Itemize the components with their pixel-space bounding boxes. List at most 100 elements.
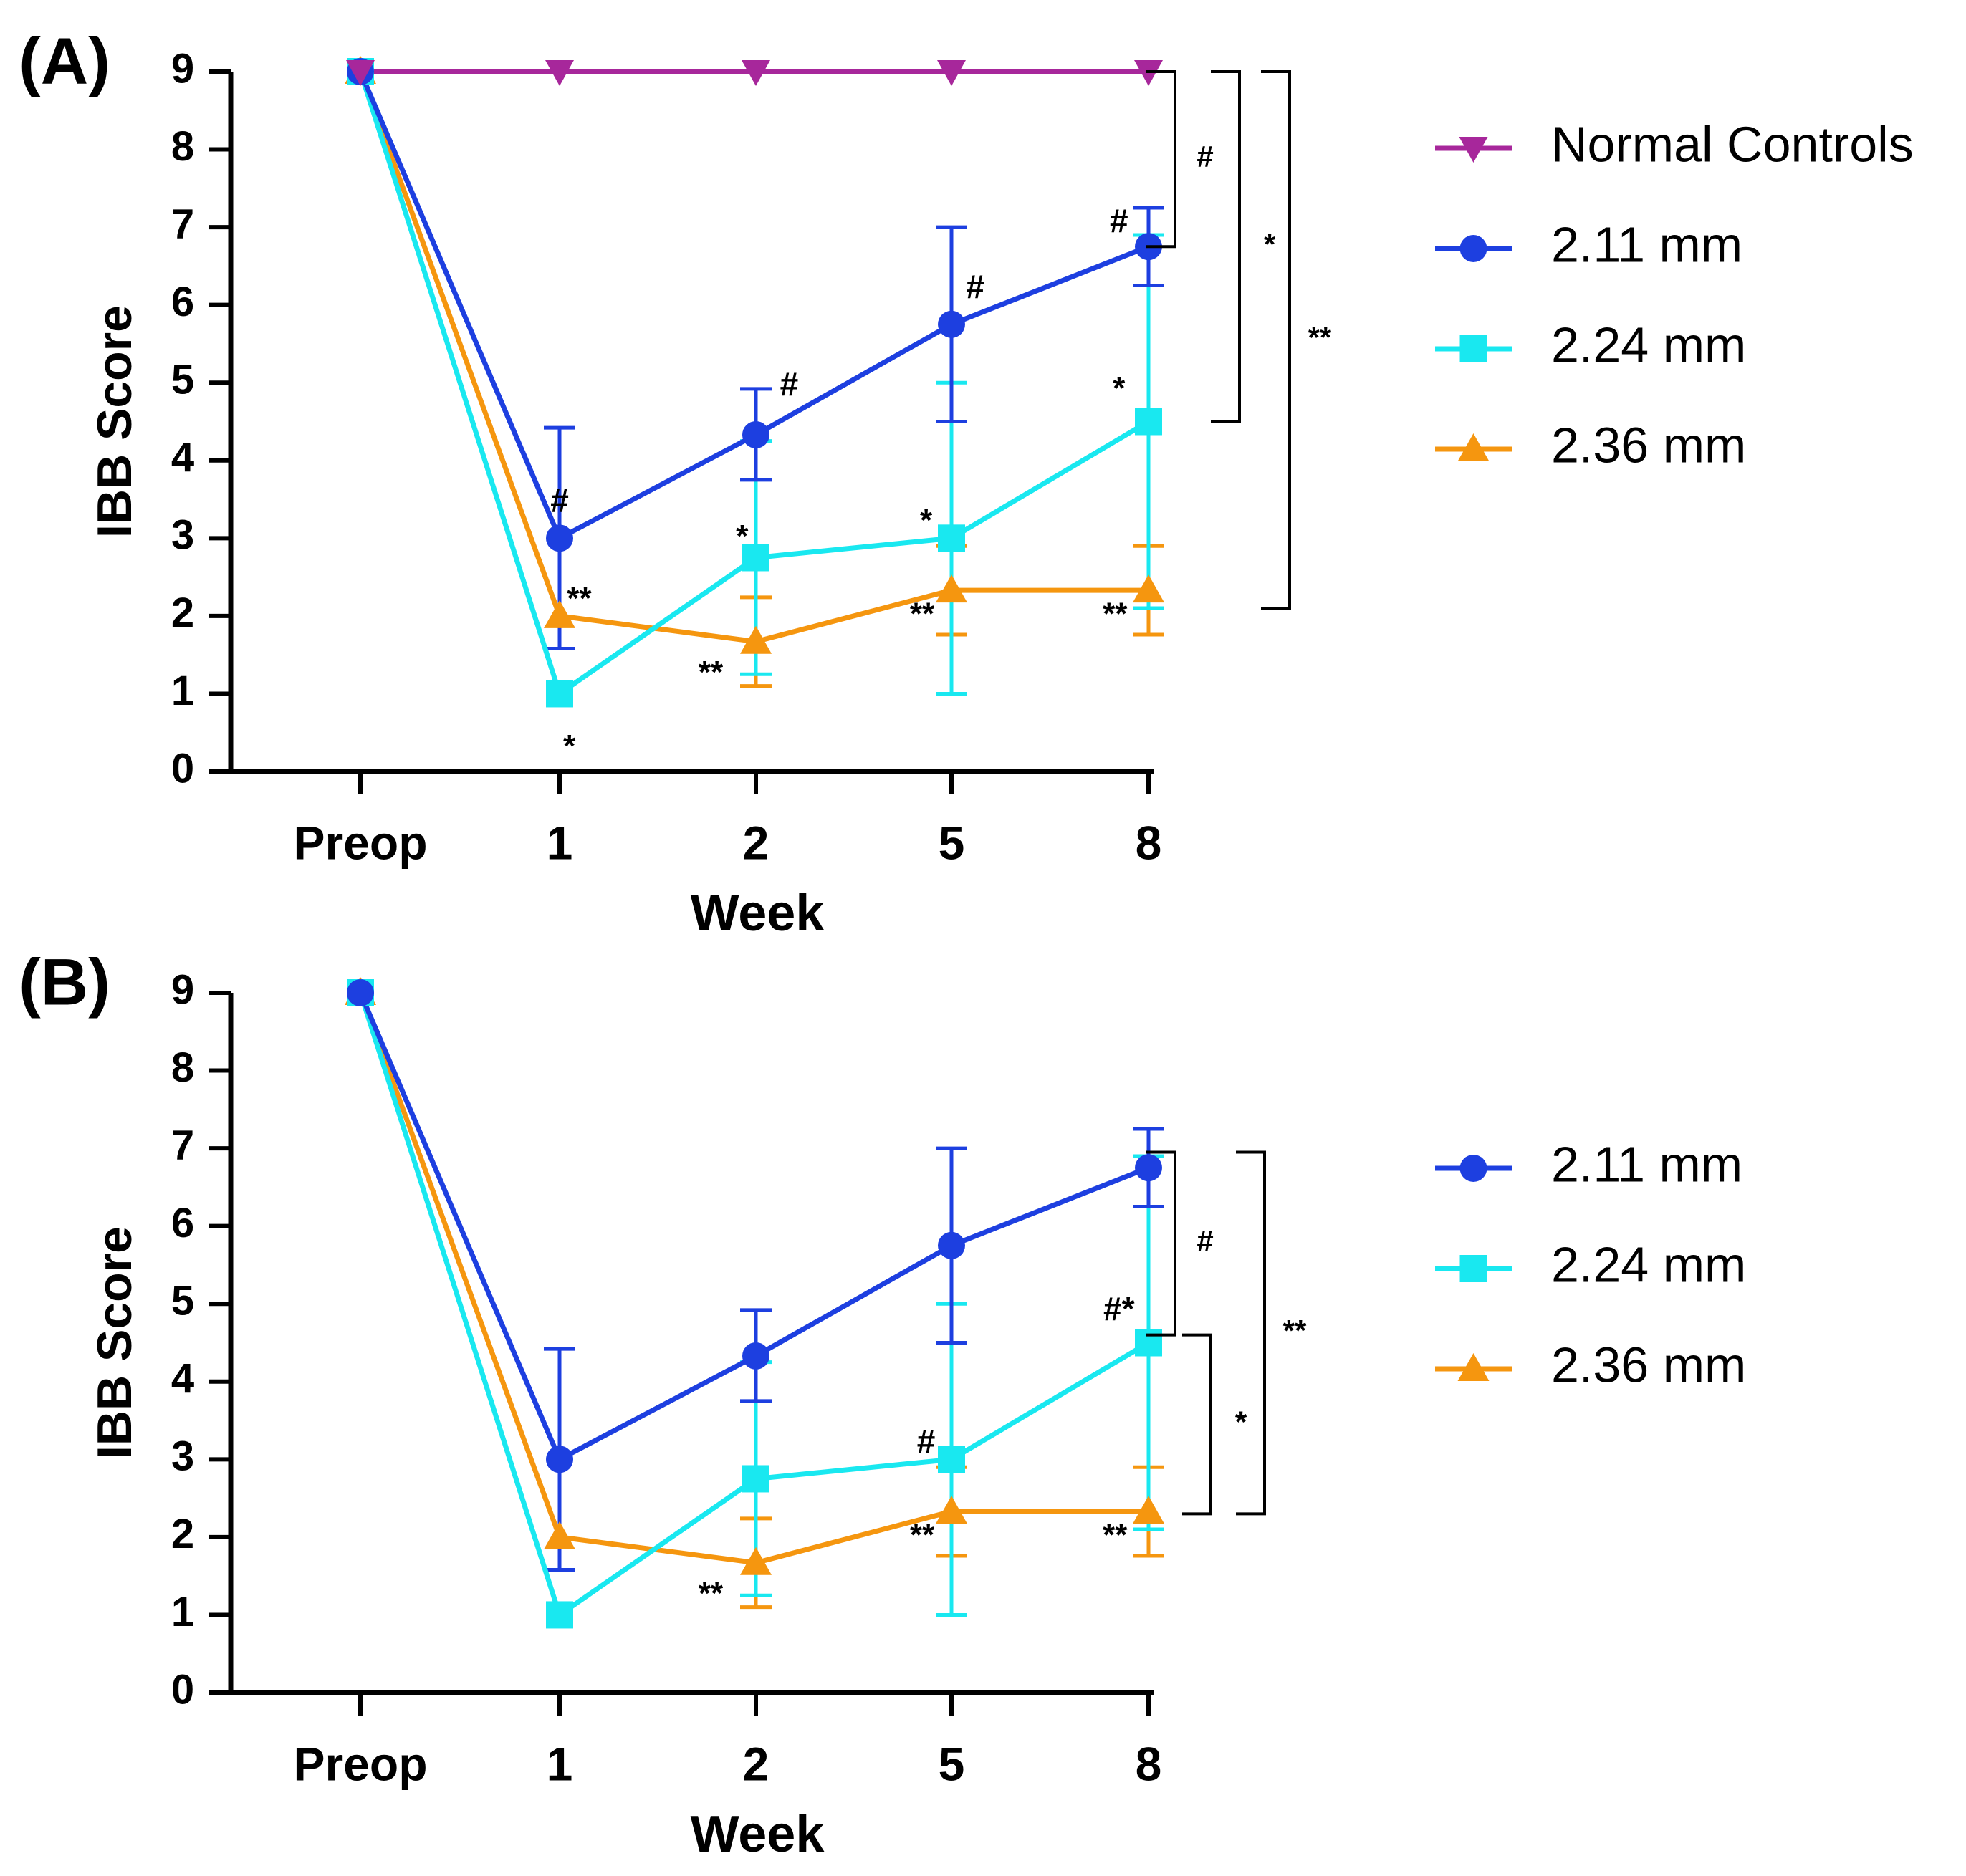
significance-mark: # [780, 365, 799, 403]
significance-mark: * [920, 503, 933, 538]
significance-bracket [1211, 70, 1241, 423]
legend-marker [1459, 235, 1487, 262]
panel-label: (B) [19, 946, 110, 1019]
legend-label: 2.24 mm [1551, 317, 1746, 372]
legend-label: Normal Controls [1551, 116, 1914, 172]
bracket-label: * [1264, 227, 1276, 261]
significance-mark: ** [1103, 1518, 1128, 1553]
y-tick-label: 2 [171, 590, 194, 636]
data-point [742, 1342, 769, 1370]
significance-mark: # [966, 268, 984, 305]
significance-mark: ** [699, 1576, 724, 1611]
data-point [546, 1601, 573, 1629]
y-tick-label: 9 [171, 45, 194, 92]
y-tick-label: 0 [171, 1666, 194, 1713]
data-point [938, 524, 965, 552]
legend-marker [1459, 137, 1488, 163]
legend-marker [1459, 335, 1487, 362]
data-point [545, 60, 574, 86]
significance-mark: # [1110, 202, 1128, 239]
y-tick-label: 0 [171, 745, 194, 792]
x-tick-label: 2 [743, 1737, 769, 1790]
data-point [546, 680, 573, 708]
data-point [938, 1446, 965, 1473]
legend-label: 2.36 mm [1551, 417, 1746, 473]
significance-mark: # [917, 1423, 936, 1460]
x-tick-label: 1 [547, 1737, 573, 1790]
y-tick-label: 6 [171, 279, 194, 325]
y-tick-label: 8 [171, 1044, 194, 1091]
data-point [742, 420, 769, 448]
y-tick-label: 1 [171, 668, 194, 714]
data-point [742, 60, 770, 86]
significance-mark: #* [1103, 1290, 1135, 1327]
x-tick-label: 8 [1136, 1737, 1162, 1790]
y-tick-label: 7 [171, 1122, 194, 1168]
data-point [742, 1465, 769, 1493]
x-axis-label: Week [691, 885, 825, 942]
y-tick-label: 6 [171, 1200, 194, 1246]
significance-bracket [1146, 1150, 1176, 1337]
data-point [938, 310, 965, 338]
data-point [544, 1521, 575, 1549]
y-tick-label: 4 [171, 1355, 194, 1402]
data-point [1135, 1154, 1162, 1182]
data-point [1133, 574, 1164, 603]
legend-marker [1459, 1155, 1487, 1182]
bracket-label: # [1197, 1224, 1213, 1258]
bracket-label: ** [1308, 321, 1332, 355]
data-point [742, 544, 769, 572]
x-tick-label: 1 [547, 816, 573, 869]
x-tick-label: 5 [939, 816, 965, 869]
legend-label: 2.36 mm [1551, 1337, 1746, 1392]
significance-bracket [1261, 70, 1291, 610]
legend-label: 2.11 mm [1551, 1136, 1742, 1192]
bracket-label: # [1197, 140, 1213, 173]
data-point [1135, 408, 1162, 436]
data-point [936, 574, 967, 603]
data-point [1135, 1329, 1162, 1357]
significance-bracket [1236, 1150, 1266, 1516]
y-tick-label: 5 [171, 1278, 194, 1324]
significance-mark: * [563, 728, 576, 764]
data-point [740, 1547, 772, 1575]
x-axis-label: Week [691, 1806, 825, 1863]
y-tick-label: 3 [171, 512, 194, 559]
data-point [740, 625, 772, 654]
significance-mark: ** [910, 597, 935, 632]
data-point [1133, 1496, 1164, 1524]
significance-mark: ** [910, 1518, 935, 1553]
y-tick-label: 9 [171, 966, 194, 1013]
y-tick-label: 4 [171, 434, 194, 481]
legend-label: 2.24 mm [1551, 1236, 1746, 1292]
x-tick-label: Preop [293, 1737, 427, 1790]
significance-mark: # [550, 482, 569, 519]
data-point [937, 60, 966, 86]
data-point [938, 1231, 965, 1259]
y-tick-label: 3 [171, 1433, 194, 1480]
y-tick-label: 2 [171, 1511, 194, 1557]
bracket-label: * [1235, 1405, 1247, 1439]
legend-marker [1457, 433, 1490, 461]
data-point [546, 1446, 573, 1473]
significance-bracket [1182, 1333, 1212, 1516]
legend-label: 2.11 mm [1551, 216, 1742, 272]
significance-mark: * [736, 519, 749, 554]
data-point [546, 524, 573, 552]
significance-mark: ** [699, 655, 724, 690]
significance-bracket [1146, 70, 1176, 249]
x-tick-label: Preop [293, 816, 427, 869]
x-tick-label: 2 [743, 816, 769, 869]
y-tick-label: 5 [171, 357, 194, 403]
data-point [347, 979, 374, 1006]
legend-marker [1457, 1353, 1490, 1381]
panel-label: (A) [19, 24, 110, 97]
legend-marker [1459, 1255, 1487, 1282]
data-point [544, 600, 575, 628]
x-tick-label: 5 [939, 1737, 965, 1790]
data-point [346, 60, 375, 86]
significance-mark: ** [567, 581, 592, 616]
